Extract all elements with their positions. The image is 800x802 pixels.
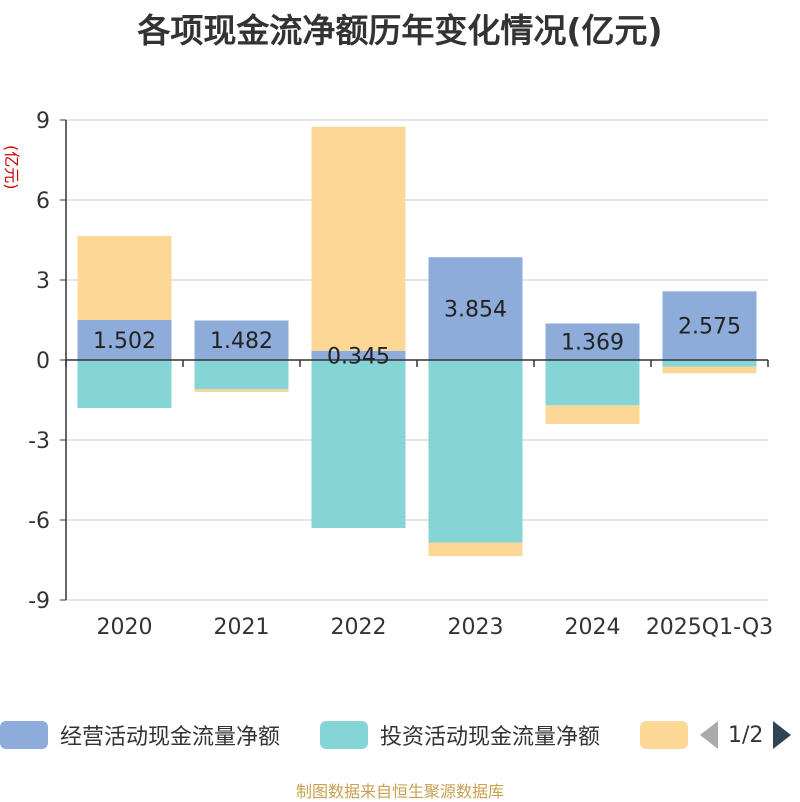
x-tick-label: 2021 [214,615,270,640]
bar-investing-2024 [545,360,640,406]
y-tick-label: -9 [28,589,50,614]
y-tick-label: -3 [28,429,50,454]
pager-indicator: 1/2 [728,722,764,748]
x-tick-label: 2024 [565,615,621,640]
legend-pager: 1/2 [700,715,792,755]
bar-investing-2022 [311,360,406,528]
source-note: 制图数据来自恒生聚源数据库 [295,782,504,801]
legend: 经营活动现金流量净额 投资活动现金流量净额 [0,715,800,755]
legend-label-operating: 经营活动现金流量净额 [60,725,281,750]
data-label-operating: 1.482 [210,329,273,354]
bars [77,126,757,556]
bar-financing-2020 [77,235,172,320]
bar-financing-2024 [545,405,640,424]
data-label-operating: 1.502 [93,329,156,354]
data-label-operating: 1.369 [561,331,624,356]
legend-label-investing: 投资活动现金流量净额 [380,725,601,750]
x-tick-label: 2022 [331,615,387,640]
y-tick-label: 3 [36,269,50,294]
data-labels: 1.502 1.482 0.345 3.854 1.369 2.575 [93,298,741,370]
data-label-operating: 3.854 [444,298,507,323]
bar-operating-2025q1-q3 [662,291,757,360]
bar-investing-2025q1-q3 [662,360,757,367]
legend-swatch-investing [320,721,368,749]
legend-item-investing[interactable]: 投资活动现金流量净额 [320,715,600,755]
bar-operating-2022 [311,350,406,360]
bar-financing-2023 [428,542,523,556]
bar-investing-2023 [428,360,523,543]
data-label-operating: 0.345 [327,344,390,369]
chart-title: 各项现金流净额历年变化情况(亿元) [137,11,663,50]
bar-investing-2020 [77,360,172,408]
bar-financing-2022 [311,126,406,351]
y-tick-label: 0 [36,349,50,374]
data-label-operating: 2.575 [678,315,741,340]
bar-operating-2023 [428,257,523,360]
y-tick-label: 6 [36,189,50,214]
bar-operating-2024 [545,323,640,360]
x-tick-label: 2023 [448,615,504,640]
bar-operating-2020 [77,319,172,360]
grid-lines [66,119,768,601]
x-tick-label: 2025Q1-Q3 [646,615,773,640]
bar-financing-2025q1-q3 [662,366,757,374]
y-tick-label: -6 [28,509,50,534]
bar-operating-2021 [194,320,289,360]
legend-swatch-financing [640,721,688,749]
bar-financing-2021 [194,389,289,392]
axes: 9 6 3 0 -3 -6 -9 2020 2021 2022 2023 2024 2025Q1-Q3 [28,109,773,640]
legend-swatch-operating [0,721,48,749]
legend-item-operating[interactable]: 经营活动现金流量净额 [0,715,280,755]
y-tick-label: 9 [36,109,50,134]
x-tick-label: 2020 [97,615,153,640]
y-axis-unit-label: (亿元) [2,145,21,190]
legend-item-financing[interactable] [640,715,688,755]
pager-next-icon[interactable] [773,721,792,749]
bar-investing-2021 [194,360,289,390]
pager-prev-icon[interactable] [700,721,718,749]
